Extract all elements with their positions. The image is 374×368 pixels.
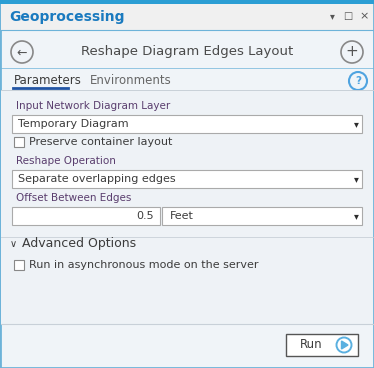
FancyBboxPatch shape <box>14 137 24 147</box>
FancyBboxPatch shape <box>162 207 362 225</box>
Text: ▾: ▾ <box>353 174 358 184</box>
FancyBboxPatch shape <box>1 90 373 324</box>
Text: Run in asynchronous mode on the server: Run in asynchronous mode on the server <box>29 260 258 270</box>
Text: ▾: ▾ <box>353 211 358 221</box>
Text: Temporary Diagram: Temporary Diagram <box>18 119 129 129</box>
Text: Geoprocessing: Geoprocessing <box>9 10 125 24</box>
Text: +: + <box>346 45 358 60</box>
Text: ?: ? <box>355 76 361 86</box>
Text: Parameters: Parameters <box>14 74 82 88</box>
Text: Environments: Environments <box>90 74 172 88</box>
Text: Advanced Options: Advanced Options <box>22 237 136 251</box>
Text: Separate overlapping edges: Separate overlapping edges <box>18 174 176 184</box>
FancyBboxPatch shape <box>12 207 160 225</box>
Text: Reshape Diagram Edges Layout: Reshape Diagram Edges Layout <box>81 46 293 59</box>
Polygon shape <box>341 341 348 349</box>
FancyBboxPatch shape <box>12 170 362 188</box>
Text: Preserve container layout: Preserve container layout <box>29 137 172 147</box>
Text: Input Network Diagram Layer: Input Network Diagram Layer <box>16 101 170 111</box>
FancyBboxPatch shape <box>14 260 24 270</box>
Text: 0.5: 0.5 <box>137 211 154 221</box>
Text: ∨: ∨ <box>10 239 17 249</box>
Text: Feet: Feet <box>170 211 194 221</box>
FancyBboxPatch shape <box>1 4 373 30</box>
Text: Run: Run <box>300 339 323 351</box>
FancyBboxPatch shape <box>286 334 358 356</box>
Text: ▾: ▾ <box>329 11 334 21</box>
Text: ▾: ▾ <box>353 119 358 129</box>
FancyBboxPatch shape <box>0 0 374 4</box>
Text: ←: ← <box>17 46 27 60</box>
Text: Offset Between Edges: Offset Between Edges <box>16 193 131 203</box>
FancyBboxPatch shape <box>12 115 362 133</box>
Text: □: □ <box>343 11 353 21</box>
Text: ×: × <box>359 11 369 21</box>
Text: Reshape Operation: Reshape Operation <box>16 156 116 166</box>
